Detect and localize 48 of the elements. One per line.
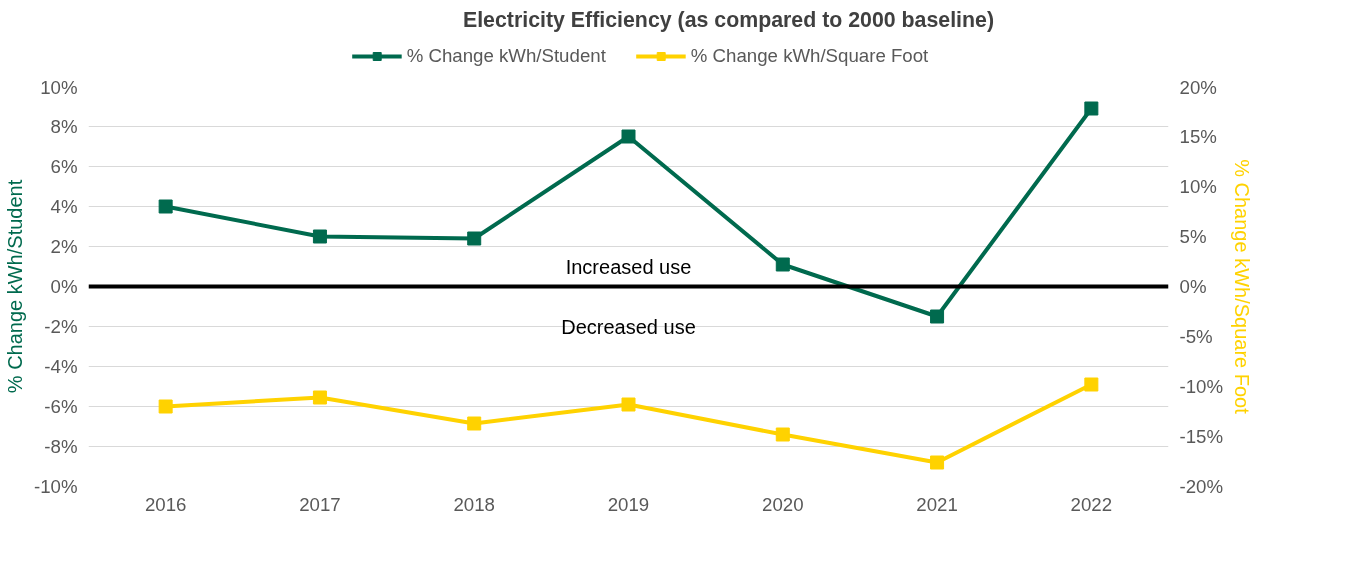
x-tick-label: 2021 xyxy=(916,493,958,515)
y-tick-label: 10% xyxy=(40,76,78,98)
point xyxy=(312,229,327,244)
point xyxy=(467,416,482,431)
point xyxy=(775,257,790,272)
y2-tick-label: 15% xyxy=(1179,126,1217,147)
point xyxy=(1084,101,1099,116)
annotation: Decreased use xyxy=(561,315,696,338)
y-tick-label: 6% xyxy=(50,156,78,177)
x-tick-label: 2018 xyxy=(453,493,495,515)
chart-title: Electricity Efficiency (as compared to 2000 baseline) xyxy=(462,7,995,32)
y-tick-label: 4% xyxy=(50,196,78,217)
legend-label: % Change kWh/Student xyxy=(406,45,606,67)
point xyxy=(158,199,173,214)
point xyxy=(312,390,327,405)
y2-tick-label: 20% xyxy=(1179,76,1217,98)
x-tick-label: 2016 xyxy=(144,493,187,515)
y-tick-label: -4% xyxy=(44,356,78,377)
x-tick-label: 2019 xyxy=(607,493,650,515)
y-tick-label: 2% xyxy=(50,236,78,257)
annotation: Increased use xyxy=(565,255,692,278)
x-tick-label: 2020 xyxy=(762,493,804,515)
y-axis-title: % Change kWh/Student xyxy=(3,179,26,394)
point xyxy=(467,231,482,246)
y2-tick-label: -15% xyxy=(1179,426,1224,447)
y-tick-label: 0% xyxy=(50,276,78,297)
point xyxy=(621,129,636,144)
x-tick-label: 2022 xyxy=(1070,493,1113,515)
point xyxy=(1084,377,1099,392)
y2-tick-label: -5% xyxy=(1179,326,1213,347)
y2-tick-label: -10% xyxy=(1179,376,1224,397)
y2-tick-label: 0% xyxy=(1179,276,1207,297)
point xyxy=(930,455,945,470)
y-tick-label: -2% xyxy=(44,316,78,337)
y2-tick-label: -20% xyxy=(1179,476,1224,497)
y2-tick-label: 5% xyxy=(1179,226,1207,247)
y-tick-label: -10% xyxy=(33,476,78,497)
x-tick-label: 2017 xyxy=(299,493,341,515)
y-tick-label: -6% xyxy=(44,396,78,417)
point xyxy=(930,309,945,324)
y-tick-label: -8% xyxy=(44,436,78,457)
y-tick-label: 8% xyxy=(50,116,78,137)
point xyxy=(775,427,790,442)
point xyxy=(621,397,636,412)
legend-label: % Change kWh/Square Foot xyxy=(690,45,929,67)
y2-axis-title: % Change kWh/Square Foot xyxy=(1231,159,1254,415)
y2-tick-label: 10% xyxy=(1179,176,1217,197)
point xyxy=(158,399,173,414)
